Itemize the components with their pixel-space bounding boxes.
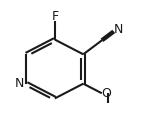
- Text: O: O: [101, 87, 111, 100]
- Text: F: F: [51, 10, 58, 23]
- Text: N: N: [113, 23, 123, 36]
- Text: N: N: [14, 77, 24, 90]
